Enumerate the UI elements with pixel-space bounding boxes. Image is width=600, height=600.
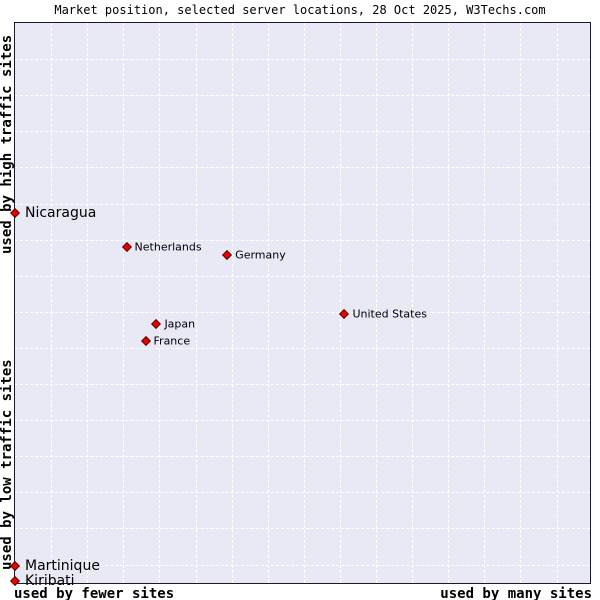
gridline-horizontal — [15, 131, 590, 133]
gridline-vertical — [556, 23, 558, 583]
point-label: Japan — [164, 317, 196, 331]
gridline-horizontal — [15, 564, 590, 566]
gridline-vertical — [231, 23, 233, 583]
gridline-horizontal — [15, 239, 590, 241]
point-label: Nicaragua — [25, 204, 97, 221]
x-axis-label-fewer-sites: used by fewer sites — [14, 586, 175, 600]
gridline-vertical — [159, 23, 161, 583]
point-label: France — [153, 334, 191, 348]
point-label: Martinique — [25, 558, 100, 575]
gridline-horizontal — [15, 528, 590, 530]
y-axis-label-low-traffic: used by low traffic sites — [0, 359, 15, 571]
gridline-horizontal — [15, 167, 590, 169]
gridline-horizontal — [15, 347, 590, 349]
gridline-vertical — [484, 23, 486, 583]
diamond-marker-icon — [140, 335, 151, 346]
point-label: United States — [352, 307, 427, 321]
gridline-horizontal — [15, 203, 590, 205]
gridline-vertical — [195, 23, 197, 583]
point-label: Kiribati — [25, 572, 75, 589]
gridline-vertical — [412, 23, 414, 583]
gridline-horizontal — [15, 311, 590, 313]
gridline-vertical — [123, 23, 125, 583]
diamond-marker-icon — [339, 308, 350, 319]
x-axis-label-many-sites: used by many sites — [440, 586, 592, 600]
gridline-vertical — [267, 23, 269, 583]
gridline-vertical — [376, 23, 377, 583]
point-label: Netherlands — [134, 240, 202, 254]
gridline-vertical — [303, 23, 305, 583]
gridline-horizontal — [15, 384, 590, 385]
gridline-vertical — [87, 23, 89, 583]
gridline-vertical — [520, 23, 522, 583]
gridline-vertical — [448, 23, 450, 583]
gridline-vertical — [51, 23, 53, 583]
plot-area: Nicaragua Netherlands Germany United States… — [10, 22, 591, 589]
chart-title: Market position, selected server locatio… — [54, 3, 546, 17]
gridline-vertical — [339, 23, 341, 583]
gridline-horizontal — [15, 456, 590, 458]
gridline-horizontal — [15, 95, 590, 97]
gridline-horizontal — [15, 275, 590, 277]
point-label: Germany — [235, 248, 286, 262]
gridline-horizontal — [15, 59, 590, 61]
gridline-horizontal — [15, 420, 590, 422]
gridline-horizontal — [15, 492, 590, 494]
y-axis-label-high-traffic: used by high traffic sites — [0, 34, 15, 254]
